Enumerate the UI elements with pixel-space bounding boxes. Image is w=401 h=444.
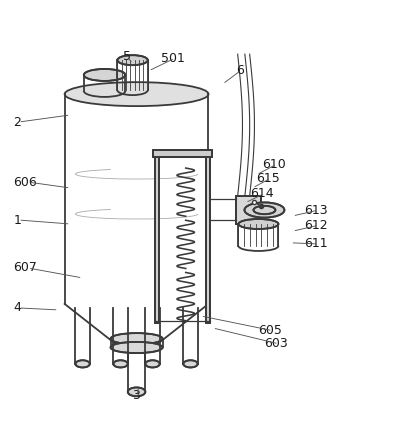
Ellipse shape	[113, 360, 128, 368]
Ellipse shape	[253, 206, 275, 214]
Text: 603: 603	[264, 337, 288, 350]
Ellipse shape	[117, 55, 148, 65]
Bar	[153, 150, 212, 157]
Text: 2: 2	[14, 115, 21, 129]
Text: 614: 614	[251, 187, 274, 200]
Ellipse shape	[183, 360, 198, 368]
Ellipse shape	[84, 69, 126, 81]
Text: 6: 6	[237, 63, 244, 77]
Ellipse shape	[128, 388, 145, 396]
Text: 1: 1	[14, 214, 21, 226]
Bar	[153, 150, 212, 157]
Ellipse shape	[111, 333, 162, 344]
Bar	[206, 154, 211, 323]
Text: 3: 3	[133, 389, 140, 402]
Ellipse shape	[239, 219, 278, 229]
Bar	[236, 196, 261, 224]
Text: 4: 4	[14, 301, 21, 314]
Ellipse shape	[145, 360, 160, 368]
Ellipse shape	[245, 202, 284, 218]
Ellipse shape	[75, 360, 90, 368]
Bar	[154, 154, 159, 323]
Text: 613: 613	[304, 203, 328, 217]
Text: 615: 615	[257, 171, 280, 185]
Ellipse shape	[111, 342, 162, 353]
Text: 610: 610	[262, 158, 286, 170]
Text: 612: 612	[304, 219, 328, 232]
Text: 501: 501	[160, 52, 184, 65]
Text: 607: 607	[14, 262, 37, 274]
Bar	[154, 154, 159, 323]
Text: 605: 605	[258, 324, 282, 337]
Bar	[206, 154, 211, 323]
Text: 611: 611	[304, 238, 328, 250]
Ellipse shape	[65, 82, 209, 106]
Text: 606: 606	[14, 175, 37, 189]
Bar	[236, 196, 261, 224]
Text: 5: 5	[123, 50, 131, 63]
